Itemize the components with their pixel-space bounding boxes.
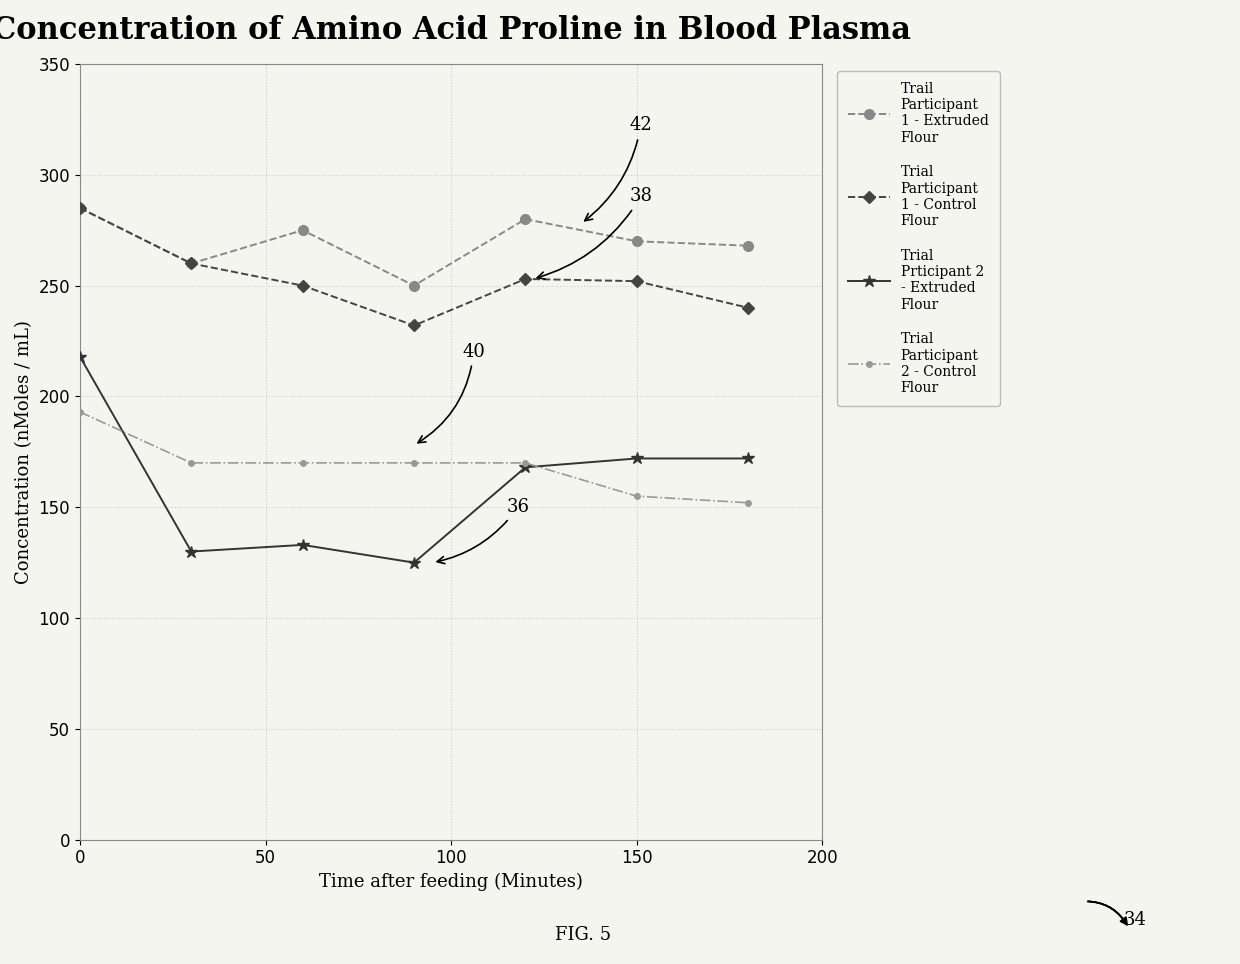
Text: 34: 34 [1123, 911, 1146, 929]
Text: 40: 40 [418, 342, 485, 442]
Trail
Participant
1 - Extruded
Flour [72, 202, 87, 214]
Line: Trial
Participant
1 - Control
Flour: Trial Participant 1 - Control Flour [76, 203, 753, 330]
Trial
Participant
2 - Control
Flour [518, 457, 533, 469]
Trial
Prticipant 2
- Extruded
Flour [295, 539, 310, 550]
Text: FIG. 5: FIG. 5 [554, 925, 611, 944]
Title: Concentration of Amino Acid Proline in Blood Plasma: Concentration of Amino Acid Proline in B… [0, 15, 910, 46]
Trial
Participant
2 - Control
Flour [72, 406, 87, 417]
Line: Trial
Participant
2 - Control
Flour: Trial Participant 2 - Control Flour [77, 409, 751, 505]
Text: 38: 38 [537, 187, 652, 280]
Trial
Participant
1 - Control
Flour [184, 257, 198, 269]
Trial
Participant
1 - Control
Flour [295, 280, 310, 291]
Trail
Participant
1 - Extruded
Flour [295, 225, 310, 236]
Line: Trail
Participant
1 - Extruded
Flour: Trail Participant 1 - Extruded Flour [76, 203, 753, 290]
Text: 36: 36 [438, 497, 529, 564]
Trial
Prticipant 2
- Extruded
Flour [72, 351, 87, 362]
X-axis label: Time after feeding (Minutes): Time after feeding (Minutes) [319, 873, 583, 891]
Trial
Participant
1 - Control
Flour [407, 320, 422, 332]
Trial
Prticipant 2
- Extruded
Flour [407, 557, 422, 569]
Trail
Participant
1 - Extruded
Flour [518, 213, 533, 225]
Trial
Participant
2 - Control
Flour [740, 497, 755, 509]
Trial
Prticipant 2
- Extruded
Flour [518, 462, 533, 473]
Trial
Participant
1 - Control
Flour [518, 273, 533, 284]
Trail
Participant
1 - Extruded
Flour [407, 280, 422, 291]
Trial
Participant
2 - Control
Flour [630, 491, 645, 502]
Trial
Participant
1 - Control
Flour [72, 202, 87, 214]
Trial
Participant
1 - Control
Flour [740, 302, 755, 313]
Trial
Prticipant 2
- Extruded
Flour [740, 453, 755, 465]
Trial
Prticipant 2
- Extruded
Flour [184, 546, 198, 557]
Trail
Participant
1 - Extruded
Flour [184, 257, 198, 269]
Trial
Prticipant 2
- Extruded
Flour [630, 453, 645, 465]
Line: Trial
Prticipant 2
- Extruded
Flour: Trial Prticipant 2 - Extruded Flour [73, 350, 754, 569]
Trial
Participant
2 - Control
Flour [184, 457, 198, 469]
Legend: Trail
Participant
1 - Extruded
Flour, Trial
Participant
1 - Control
Flour, Trial: Trail Participant 1 - Extruded Flour, Tr… [837, 71, 999, 406]
Trial
Participant
2 - Control
Flour [407, 457, 422, 469]
Trial
Participant
1 - Control
Flour [630, 276, 645, 287]
Trail
Participant
1 - Extruded
Flour [630, 235, 645, 247]
Trial
Participant
2 - Control
Flour [295, 457, 310, 469]
Y-axis label: Concentration (nMoles / mL): Concentration (nMoles / mL) [15, 320, 33, 584]
Trail
Participant
1 - Extruded
Flour [740, 240, 755, 252]
Text: 42: 42 [585, 117, 652, 221]
